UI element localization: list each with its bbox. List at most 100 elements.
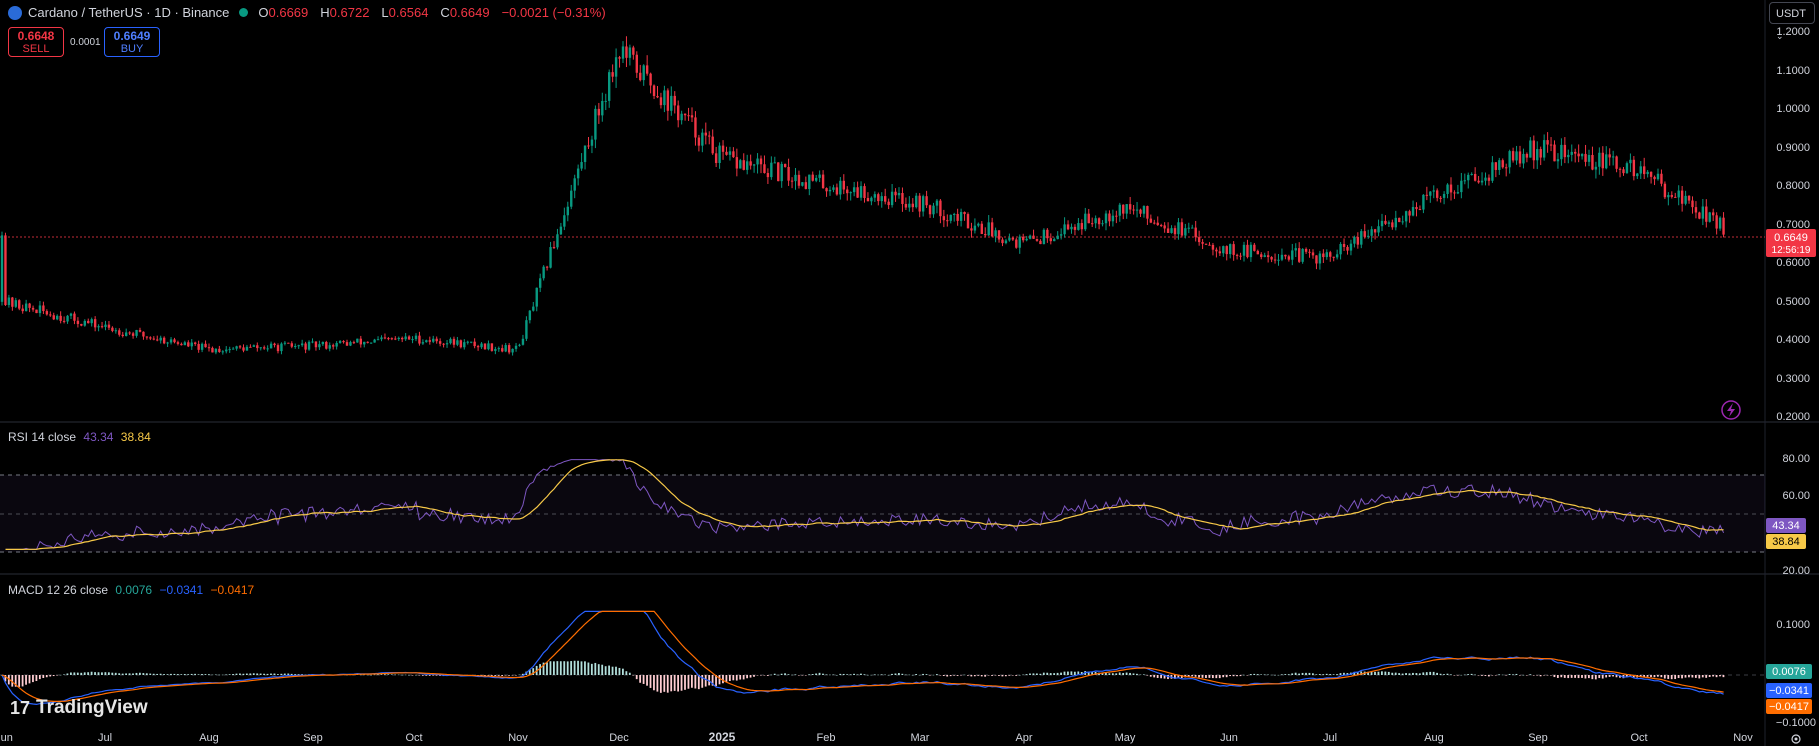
macd-legend-signal: −0.0417 bbox=[210, 583, 255, 597]
candle-body bbox=[1449, 184, 1453, 193]
macd-hist-bar bbox=[1136, 673, 1138, 675]
candle-body bbox=[1125, 204, 1128, 214]
macd-hist-bar bbox=[1436, 672, 1438, 675]
candle-body bbox=[359, 338, 362, 345]
candle-body bbox=[1342, 244, 1346, 247]
change-value: −0.0021 (−0.31%) bbox=[501, 5, 606, 20]
macd-hist-bar bbox=[42, 675, 45, 678]
macd-hist-bar bbox=[653, 675, 655, 691]
macd-hist-bar bbox=[1042, 672, 1045, 675]
candle-body bbox=[1518, 151, 1522, 164]
macd-hist-bar bbox=[25, 675, 27, 685]
candle-body bbox=[376, 339, 380, 341]
candle-body bbox=[525, 320, 528, 339]
price-axis[interactable]: 1.2000 1.1000 1.0000 0.9000 0.8000 0.700… bbox=[1766, 26, 1816, 423]
candle-body bbox=[1032, 235, 1035, 239]
candle-body bbox=[342, 341, 345, 343]
candle-body bbox=[683, 113, 687, 116]
candle-body bbox=[587, 145, 590, 147]
macd-hist-bar bbox=[646, 675, 648, 686]
sell-button[interactable]: 0.6648 SELL bbox=[8, 27, 64, 57]
close-label: C bbox=[440, 5, 450, 20]
macd-hist-bar bbox=[49, 675, 52, 677]
macd-hist-bar bbox=[1370, 671, 1373, 675]
macd-legend[interactable]: MACD 12 26 close 0.0076 −0.0341 −0.0417 bbox=[8, 583, 254, 597]
candle-body bbox=[1625, 163, 1629, 174]
macd-hist-bar bbox=[1211, 675, 1214, 679]
macd-hist-bar bbox=[1322, 674, 1325, 675]
macd-hist-bar bbox=[539, 664, 541, 675]
macd-hist-bar bbox=[1453, 675, 1456, 676]
macd-hist-bar bbox=[546, 662, 548, 675]
macd-hist-bar bbox=[832, 674, 835, 676]
macd-hist-bar bbox=[1087, 671, 1090, 675]
candle-body bbox=[1387, 222, 1391, 224]
candle-body bbox=[1663, 183, 1667, 198]
candle-body bbox=[928, 205, 932, 215]
candle-body bbox=[276, 345, 280, 352]
candle-body bbox=[1418, 209, 1422, 211]
candle-body bbox=[404, 336, 407, 340]
currency-select[interactable]: USDT ⌄ bbox=[1769, 2, 1815, 41]
buy-button[interactable]: 0.6649 BUY bbox=[104, 27, 160, 57]
macd-hist-bar bbox=[1022, 674, 1024, 676]
macd-hist-bar bbox=[111, 672, 114, 675]
lightning-icon[interactable] bbox=[1721, 400, 1741, 420]
candle-body bbox=[452, 338, 456, 345]
macd-hist-bar bbox=[929, 675, 931, 676]
candle-body bbox=[1091, 223, 1094, 225]
candle-body bbox=[1173, 228, 1177, 235]
macd-hist-bar bbox=[249, 673, 252, 675]
candle-body bbox=[21, 308, 24, 312]
tradingview-logo[interactable]: 17 TradingView bbox=[10, 697, 148, 719]
macd-hist-bar bbox=[594, 662, 597, 675]
countdown-label: 12:56:19 bbox=[1772, 245, 1811, 256]
symbol-title[interactable]: Cardano / TetherUS · 1D · Binance bbox=[28, 5, 230, 20]
macd-hist-bar bbox=[559, 661, 562, 675]
macd-hist-bar bbox=[877, 674, 880, 676]
macd-hist-bar bbox=[1142, 674, 1145, 675]
candle-body bbox=[190, 342, 193, 347]
macd-hist-bar bbox=[1553, 675, 1556, 678]
rsi-axis[interactable]: 80.00 60.00 20.00 43.34 38.84 bbox=[1766, 453, 1810, 577]
candle-body bbox=[987, 222, 990, 236]
macd-hist-bar bbox=[553, 661, 555, 675]
macd-axis[interactable]: 0.1000 −0.1000 0.0076 −0.0341 −0.0417 bbox=[1766, 619, 1816, 729]
macd-hist-bar bbox=[80, 672, 83, 675]
symbol-legend[interactable]: Cardano / TetherUS · 1D · Binance O0.666… bbox=[8, 5, 612, 20]
settings-icon[interactable] bbox=[1791, 734, 1801, 744]
macd-hist-bar bbox=[1160, 675, 1162, 679]
macd-hist-bar bbox=[891, 673, 893, 675]
macd-hist-bar bbox=[1605, 675, 1608, 678]
candle-body bbox=[1122, 204, 1125, 214]
macd-hist-bar bbox=[418, 675, 421, 676]
macd-hist-bar bbox=[1263, 674, 1266, 675]
macd-hist-bar bbox=[911, 674, 914, 676]
time-tick: Mar bbox=[911, 732, 930, 744]
macd-hist-bar bbox=[991, 675, 993, 676]
macd-hist-bar bbox=[1232, 675, 1235, 677]
macd-hist-bar bbox=[994, 675, 997, 676]
rsi-legend[interactable]: RSI 14 close 43.34 38.84 bbox=[8, 430, 151, 444]
candle-body bbox=[1643, 166, 1646, 175]
candle-body bbox=[894, 191, 897, 196]
macd-hist-bar bbox=[180, 674, 183, 675]
macd-hist-bar bbox=[1443, 674, 1445, 675]
macd-hist-bar bbox=[935, 674, 938, 675]
macd-hist-bar bbox=[1374, 671, 1376, 675]
candle-body bbox=[442, 343, 445, 345]
candle-body bbox=[407, 336, 411, 340]
macd-hist-bar bbox=[1229, 675, 1231, 677]
macd-hist-bar bbox=[18, 675, 21, 687]
candle-body bbox=[852, 187, 856, 193]
macd-hist-bar bbox=[618, 667, 621, 675]
time-tick: Jul bbox=[98, 732, 112, 744]
time-axis[interactable]: Jun Jul Aug Sep Oct Nov Dec 2025 Feb Mar… bbox=[0, 730, 1753, 744]
macd-hist-bar bbox=[218, 674, 221, 676]
macd-hist-bar bbox=[166, 674, 169, 675]
candle-body bbox=[614, 57, 618, 77]
open-value: 0.6669 bbox=[268, 5, 309, 20]
candle-body bbox=[1653, 176, 1656, 180]
time-tick: Oct bbox=[405, 732, 422, 744]
